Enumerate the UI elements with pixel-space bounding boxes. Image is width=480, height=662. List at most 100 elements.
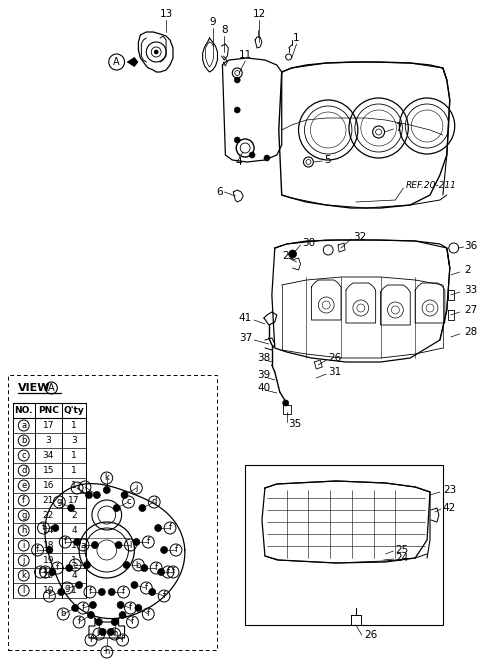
Circle shape [89,602,96,608]
Circle shape [49,569,56,575]
Text: 35: 35 [288,419,302,429]
Text: b: b [21,436,26,445]
Text: 26: 26 [328,353,341,363]
Circle shape [141,565,148,571]
Text: 7: 7 [396,123,402,133]
Text: 2: 2 [72,511,77,520]
Circle shape [135,604,142,612]
Circle shape [234,77,240,83]
Circle shape [52,524,59,532]
Text: 3: 3 [46,436,51,445]
Text: 1: 1 [71,481,77,490]
Text: 34: 34 [43,451,54,460]
Text: 41: 41 [239,313,252,323]
Text: 4: 4 [72,571,77,580]
Text: 6: 6 [216,187,222,197]
Text: 32: 32 [353,232,366,242]
Text: REF.20-211: REF.20-211 [405,181,456,189]
Text: 20: 20 [43,571,54,580]
Text: A: A [113,57,120,67]
Text: f: f [56,563,59,573]
Text: l: l [129,540,132,549]
Circle shape [119,612,126,618]
Circle shape [107,628,114,636]
Polygon shape [127,62,138,67]
Text: h: h [21,526,26,535]
Text: f: f [145,583,148,592]
Circle shape [234,137,240,143]
Text: f: f [89,636,93,645]
Text: 30: 30 [302,238,316,248]
Text: d: d [152,498,157,506]
Text: f: f [155,563,158,573]
Text: 16: 16 [43,481,54,490]
Text: f: f [131,618,134,626]
Text: f: f [44,567,47,577]
Circle shape [84,561,90,569]
Text: h: h [112,630,117,639]
Text: 36: 36 [465,241,478,251]
Text: 12: 12 [252,9,265,19]
Text: g: g [64,583,70,592]
Text: k: k [21,571,26,580]
Text: i: i [84,483,86,491]
Text: 28: 28 [465,327,478,337]
Text: f: f [48,592,51,600]
Circle shape [161,547,168,553]
Text: f: f [36,545,39,555]
Text: 39: 39 [257,370,270,380]
Text: i: i [23,541,25,550]
Text: 1: 1 [71,421,77,430]
Text: 14: 14 [43,526,54,535]
Text: 21: 21 [43,496,54,505]
Circle shape [131,581,138,589]
Text: 33: 33 [465,285,478,295]
Text: d: d [21,466,26,475]
Circle shape [154,50,158,54]
Text: Q'ty: Q'ty [64,406,84,415]
Text: l: l [23,586,25,595]
Text: 15: 15 [43,466,54,475]
Text: 38: 38 [257,353,270,363]
Circle shape [92,542,98,549]
Text: a: a [81,540,85,549]
Text: f: f [22,496,25,505]
Bar [245,465,443,625]
Circle shape [87,612,95,618]
Text: c: c [22,451,26,460]
Text: 24: 24 [396,553,408,563]
Text: g: g [21,511,26,520]
Circle shape [234,107,240,113]
Text: a: a [21,421,26,430]
Text: g: g [57,498,62,506]
Circle shape [123,561,130,569]
Text: f: f [147,538,150,547]
Circle shape [111,618,118,626]
Circle shape [85,491,93,498]
Text: 37: 37 [239,333,252,343]
Text: f: f [122,587,125,596]
Text: f: f [174,545,178,555]
Circle shape [76,581,83,589]
Text: 42: 42 [443,503,456,513]
Text: 25: 25 [396,545,408,555]
Text: f: f [42,524,45,532]
Text: 19: 19 [43,556,54,565]
Text: c: c [126,498,131,506]
Circle shape [249,152,255,158]
Text: 18: 18 [43,541,54,550]
Circle shape [46,547,53,553]
Text: 13: 13 [159,9,173,19]
Text: f: f [147,610,150,618]
Text: PNC: PNC [38,406,59,415]
Text: f: f [171,567,175,577]
Circle shape [117,602,124,608]
Text: 1: 1 [71,541,77,550]
Text: j: j [23,556,25,565]
Text: 4: 4 [236,157,242,167]
Circle shape [103,487,110,493]
Circle shape [139,504,146,512]
Text: f: f [88,587,92,596]
Circle shape [99,628,106,636]
Text: 5: 5 [324,155,331,165]
